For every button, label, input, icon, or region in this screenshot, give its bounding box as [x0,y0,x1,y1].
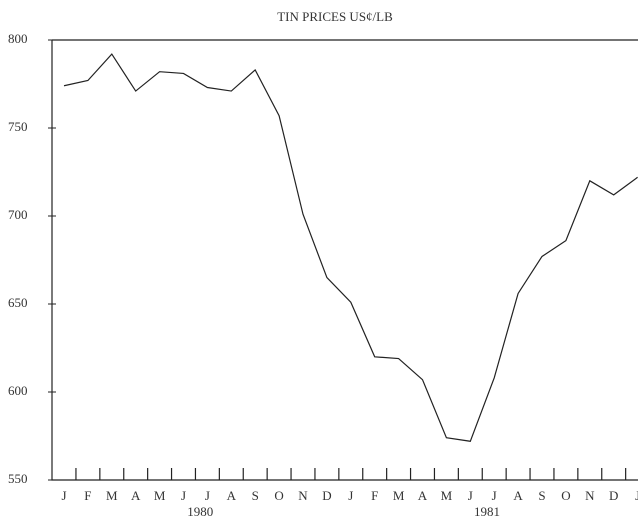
x-tick-label: F [84,488,91,503]
x-tick-label: N [298,488,308,503]
x-tick-label: S [252,488,259,503]
plot-frame [51,39,638,481]
x-tick-label: J [468,488,473,503]
x-tick-label: J [492,488,497,503]
x-tick-label: A [513,488,523,503]
y-tick-label: 750 [8,119,28,134]
x-tick-label: J [61,488,66,503]
x-tick-label: A [418,488,428,503]
x-tick-label: D [322,488,331,503]
x-tick-label: M [393,488,405,503]
x-tick-label: F [371,488,378,503]
x-tick-label: J [205,488,210,503]
year-label: 1981 [474,504,500,519]
x-tick-label: M [441,488,453,503]
x-tick-label: S [538,488,545,503]
chart-title: TIN PRICES US¢/LB [277,9,393,24]
x-tick-label: J [348,488,353,503]
y-tick-label: 550 [8,471,28,486]
x-tick-label: M [154,488,166,503]
year-label: 1980 [187,504,213,519]
x-tick-label: D [609,488,618,503]
x-tick-label: O [561,488,570,503]
x-tick-label: A [131,488,141,503]
x-tick-label: J [181,488,186,503]
x-tick-label: M [106,488,118,503]
y-tick-label: 650 [8,295,28,310]
y-tick-label: 700 [8,207,28,222]
price-line [63,53,638,442]
y-tick-label: 600 [8,383,28,398]
x-tick-label: A [227,488,237,503]
x-tick-label: J [635,488,638,503]
y-tick-label: 800 [8,31,28,46]
x-tick-label: O [274,488,283,503]
x-tick-label: N [585,488,595,503]
